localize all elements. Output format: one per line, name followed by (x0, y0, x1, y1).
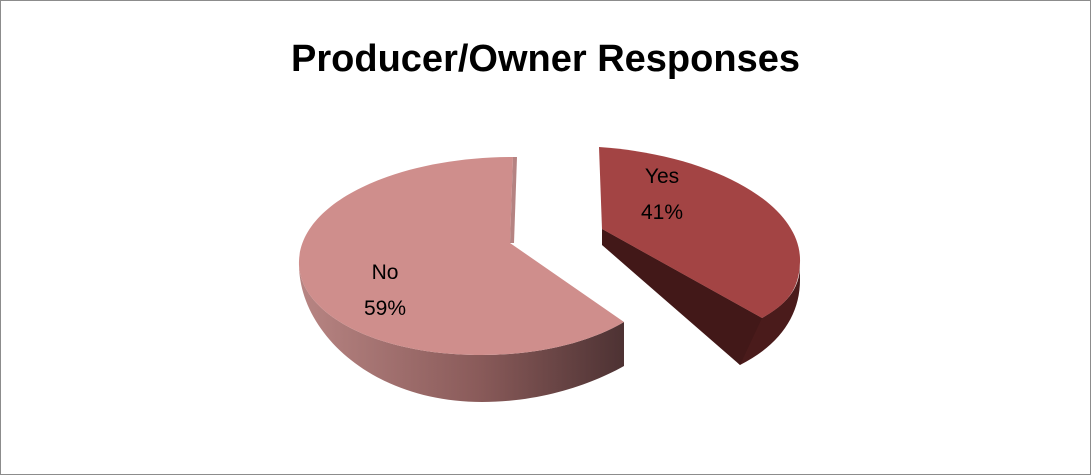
pie-slice-no-cut (510, 157, 517, 243)
pie-slice-no (298, 157, 624, 355)
data-label-yes-name: Yes (645, 165, 679, 188)
data-label-no-name: No (372, 261, 399, 284)
chart-title: Producer/Owner Responses (291, 38, 800, 80)
pie-slice-yes (599, 147, 801, 318)
pie-slice-yes-side-front (602, 229, 762, 365)
pie-slice-no-side (298, 261, 624, 402)
data-label-no-percent: 59% (364, 297, 406, 320)
data-label-yes-percent: 41% (641, 201, 683, 224)
